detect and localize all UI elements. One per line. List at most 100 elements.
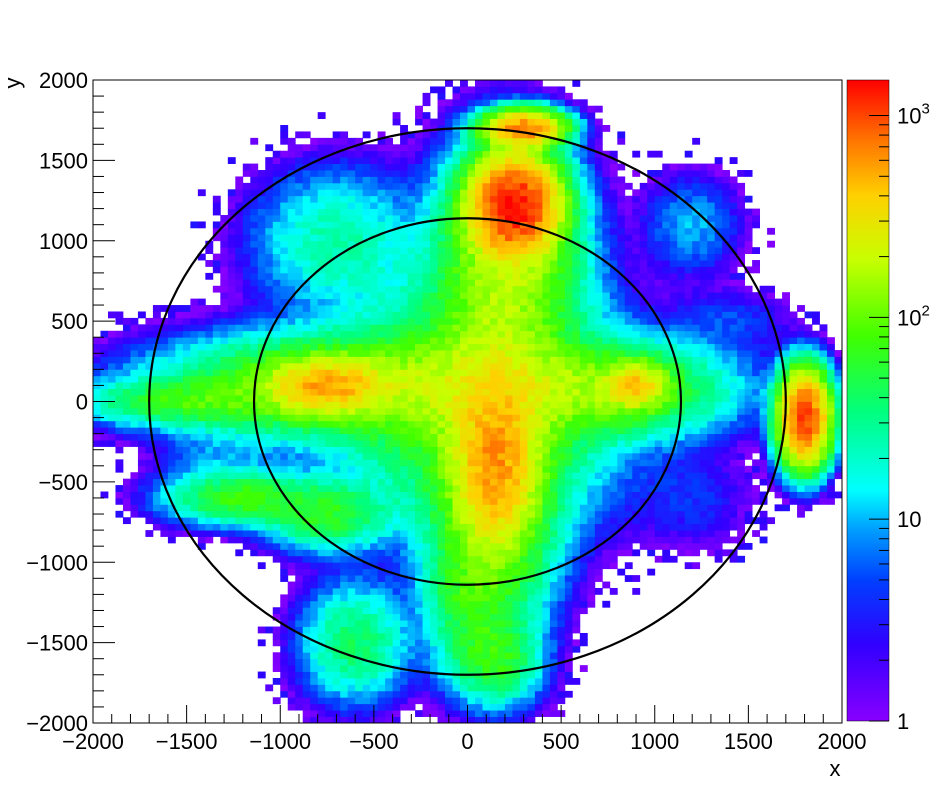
heatmap-cell (400, 330, 408, 338)
heatmap-cell (534, 690, 543, 698)
heatmap-cell (737, 427, 746, 435)
heatmap-cell (572, 523, 581, 531)
heatmap-cell (617, 465, 626, 473)
heatmap-cell (205, 337, 214, 345)
heatmap-cell (182, 337, 191, 345)
heatmap-cell (130, 350, 139, 357)
heatmap-cell (669, 472, 678, 480)
heatmap-cell (190, 324, 199, 332)
heatmap-cell (714, 452, 723, 460)
heatmap-cell (400, 305, 408, 312)
heatmap-cell (377, 684, 386, 692)
heatmap-cell (789, 485, 798, 492)
heatmap-cell (782, 459, 790, 467)
heatmap-cell (557, 600, 566, 608)
heatmap-cell (467, 337, 476, 345)
heatmap-cell (714, 317, 723, 325)
heatmap-cell (370, 684, 379, 692)
heatmap-cell (295, 362, 304, 370)
heatmap-cell (804, 459, 813, 467)
heatmap-cell (332, 510, 341, 518)
heatmap-cell (167, 414, 176, 422)
heatmap-cell (512, 337, 521, 345)
heatmap-cell (774, 420, 783, 428)
heatmap-cell (617, 472, 626, 480)
heatmap-cell (527, 317, 536, 325)
heatmap-cell (497, 388, 506, 396)
heatmap-cell (624, 530, 633, 537)
heatmap-cell (669, 530, 678, 537)
heatmap-cell (564, 665, 573, 672)
heatmap-cell (182, 427, 191, 435)
heatmap-cell (115, 356, 124, 364)
heatmap-cell (534, 298, 543, 306)
heatmap-cell (827, 414, 835, 422)
heatmap-cell (729, 452, 738, 460)
heatmap-cell (362, 337, 371, 345)
heatmap-cell (130, 510, 139, 518)
heatmap-cell (662, 375, 671, 383)
heatmap-cell (227, 305, 236, 312)
heatmap-cell (624, 523, 633, 531)
heatmap-cell (602, 555, 611, 563)
heatmap-cell (340, 485, 349, 492)
heatmap-cell (564, 562, 573, 570)
heatmap-cell (332, 600, 341, 608)
heatmap-cell (534, 497, 543, 505)
heatmap-cell (557, 632, 566, 640)
heatmap-cell (340, 620, 349, 627)
heatmap-cell (534, 472, 543, 480)
heatmap-cell (497, 401, 506, 409)
heatmap-cell (415, 523, 423, 531)
heatmap-cell (190, 504, 199, 512)
heatmap-cell (534, 697, 543, 705)
heatmap-cell (257, 433, 266, 441)
heatmap-cell (782, 478, 790, 486)
heatmap-cell (377, 311, 386, 319)
heatmap-cell (392, 542, 401, 550)
heatmap-cell (474, 632, 483, 640)
heatmap-cell (212, 440, 221, 447)
heatmap-cell (759, 523, 768, 531)
heatmap-cell (370, 613, 379, 621)
heatmap-cell (392, 382, 401, 390)
heatmap-cell (422, 497, 431, 505)
heatmap-cell (684, 369, 693, 377)
heatmap-cell (572, 459, 581, 467)
heatmap-cell (197, 420, 206, 428)
heatmap-cell (527, 369, 536, 377)
heatmap-cell (774, 362, 783, 370)
heatmap-cell (122, 414, 131, 422)
heatmap-cell (797, 478, 805, 486)
heatmap-cell (617, 523, 626, 531)
heatmap-cell (280, 337, 289, 345)
heatmap-cell (370, 510, 379, 518)
heatmap-cell (317, 645, 326, 653)
heatmap-cell (467, 395, 476, 402)
heatmap-cell (527, 452, 536, 460)
heatmap-cell (93, 395, 101, 402)
heatmap-cell (834, 382, 842, 390)
heatmap-cell (370, 452, 379, 460)
heatmap-cell (347, 446, 356, 454)
heatmap-cell (819, 362, 828, 370)
heatmap-cell (212, 523, 221, 531)
heatmap-cell (437, 375, 446, 383)
heatmap-cell (362, 710, 371, 717)
heatmap-cell (302, 523, 311, 531)
heatmap-cell (759, 285, 768, 293)
heatmap-cell (572, 420, 581, 428)
heatmap-cell (549, 292, 558, 300)
heatmap-cell (624, 440, 633, 447)
heatmap-cell (197, 530, 206, 537)
heatmap-cell (707, 311, 716, 319)
heatmap-cell (197, 337, 206, 345)
heatmap-cell (557, 594, 566, 602)
heatmap-cell (557, 677, 566, 685)
heatmap-cell (407, 311, 416, 319)
heatmap-cell (467, 452, 476, 460)
heatmap-cell (797, 472, 805, 480)
heatmap-cell (182, 485, 191, 492)
heatmap-cell (519, 639, 528, 647)
heatmap-cell (182, 523, 191, 531)
